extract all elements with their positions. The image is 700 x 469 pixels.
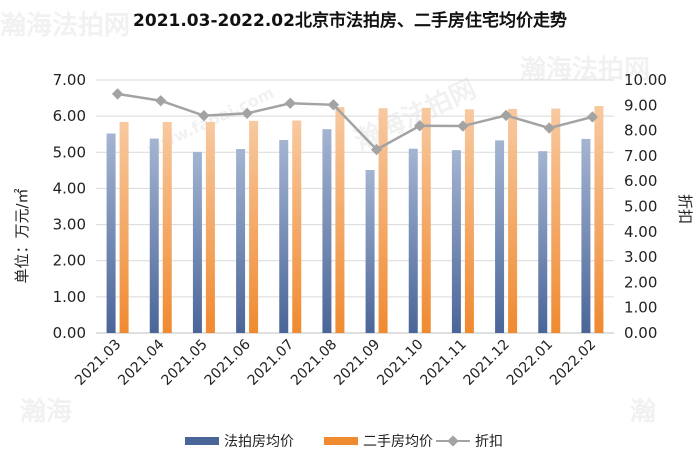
x-tick-label: 2021.03 xyxy=(72,337,124,389)
bar-auction xyxy=(106,133,116,333)
bar-resale xyxy=(464,109,474,333)
bar-resale xyxy=(162,121,172,333)
chart-title: 2021.03-2022.02北京市法拍房、二手房住宅均价走势 xyxy=(133,10,567,31)
x-tick-label: 2021.10 xyxy=(374,337,426,389)
line-discount xyxy=(117,92,593,152)
y-tick-label: 7.00 xyxy=(53,71,86,89)
y-tick-label: 3.00 xyxy=(53,216,86,234)
y2-tick-label: 6.00 xyxy=(624,172,657,190)
bar-resale xyxy=(119,121,129,333)
y-tick-label: 5.00 xyxy=(53,143,86,161)
bar-resale xyxy=(249,120,259,333)
y2-tick-label: 4.00 xyxy=(624,223,657,241)
legend-label-discount: 折扣 xyxy=(475,434,503,450)
bar-auction xyxy=(192,151,202,333)
legend-marker-discount xyxy=(447,435,459,447)
legend-swatch-resale xyxy=(324,437,358,445)
y-tick-label: 6.00 xyxy=(53,107,86,125)
y2-tick-label: 5.00 xyxy=(624,198,657,216)
x-tick-label: 2022.01 xyxy=(504,337,556,389)
y-axis-right: 0.00 1.00 2.00 3.00 4.00 5.00 6.00 7.00 8.00 9.00… xyxy=(624,71,667,342)
x-tick-label: 2021.06 xyxy=(202,336,254,388)
x-tick-label: 2021.05 xyxy=(158,337,210,389)
legend-label-resale: 二手房均价 xyxy=(363,434,433,450)
point-discount xyxy=(543,122,555,134)
bar-resale xyxy=(205,121,215,333)
y2-tick-label: 2.00 xyxy=(624,273,657,291)
point-discount xyxy=(284,97,296,109)
watermark-text: 瀚 xyxy=(630,396,656,427)
x-tick-label: 2021.08 xyxy=(288,337,340,389)
y-tick-label: 2.00 xyxy=(53,252,86,270)
bar-auction xyxy=(495,140,505,333)
y-tick-label: 4.00 xyxy=(53,179,86,197)
bar-resale xyxy=(551,108,561,333)
y-axis-left: 0.00 1.00 2.00 3.00 4.00 5.00 6.00 7.00 xyxy=(53,71,86,342)
bar-auction xyxy=(322,129,332,333)
y2-tick-label: 8.00 xyxy=(624,122,657,140)
x-axis: 2021.032021.042021.052021.062021.072021.… xyxy=(72,336,599,388)
watermark-text: 瀚海 xyxy=(20,396,72,427)
y2-tick-label: 1.00 xyxy=(624,299,657,317)
point-discount xyxy=(111,88,124,100)
y2-axis-title: 折扣 xyxy=(676,194,694,224)
legend: 法拍房均价 二手房均价 折扣 xyxy=(185,434,503,450)
y2-tick-label: 9.00 xyxy=(624,96,657,114)
bar-auction xyxy=(236,149,246,333)
bar-resale xyxy=(292,120,302,333)
bar-auction xyxy=(408,148,418,333)
y2-tick-label: 3.00 xyxy=(624,248,657,266)
bar-auction xyxy=(451,150,461,333)
point-discount xyxy=(370,143,383,156)
y-tick-label: 0.00 xyxy=(53,324,86,342)
watermark-text: 瀚海法拍网 xyxy=(0,10,130,41)
y2-tick-label: 7.00 xyxy=(624,147,657,165)
bar-resale xyxy=(421,107,431,333)
bar-auction xyxy=(149,138,159,333)
legend-swatch-auction xyxy=(185,437,219,445)
bar-auction xyxy=(365,169,375,333)
y-axis-title: 单位：万元/㎡ xyxy=(13,188,31,283)
x-tick-label: 2022.02 xyxy=(547,337,599,389)
bar-auction xyxy=(279,139,289,333)
bar-resale xyxy=(378,108,388,333)
y-tick-label: 1.00 xyxy=(53,288,86,306)
legend-label-auction: 法拍房均价 xyxy=(224,434,294,450)
x-tick-label: 2021.09 xyxy=(331,337,383,389)
bar-auction xyxy=(581,138,591,333)
x-tick-label: 2021.12 xyxy=(461,337,513,389)
bar-layer xyxy=(106,106,604,334)
bar-auction xyxy=(538,151,548,333)
bar-resale xyxy=(508,108,518,334)
point-discount xyxy=(155,95,167,107)
x-tick-label: 2021.11 xyxy=(417,337,469,389)
x-tick-label: 2021.07 xyxy=(245,337,297,389)
bar-resale xyxy=(594,106,604,333)
y2-tick-label: 10.00 xyxy=(624,71,667,89)
x-tick-label: 2021.04 xyxy=(115,336,167,388)
y2-tick-label: 0.00 xyxy=(624,324,657,342)
gridlines xyxy=(96,79,614,334)
bar-resale xyxy=(335,107,345,333)
